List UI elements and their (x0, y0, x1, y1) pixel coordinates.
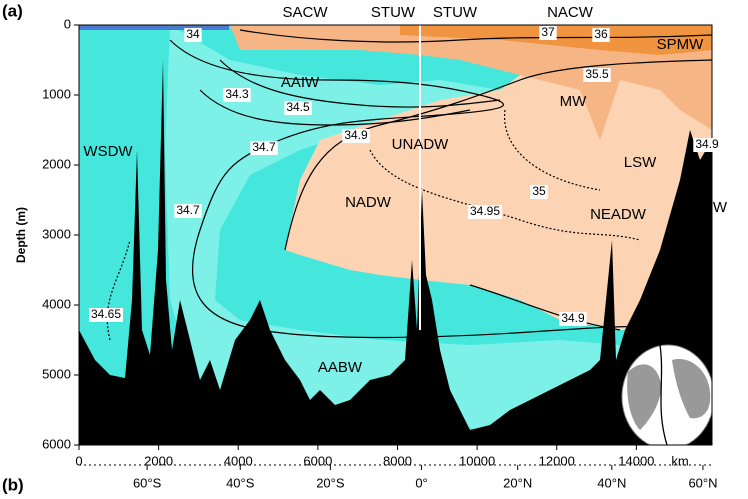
water-mass-label: NACW (547, 4, 594, 21)
x-tick-label: 10000 (459, 453, 495, 468)
contour-label-bg (342, 129, 370, 143)
water-mass-label: STUW (371, 4, 416, 21)
contour-label: 34.95 (470, 204, 500, 218)
lat-tick-label: 40°S (226, 475, 255, 490)
y-tick-label: 6000 (42, 436, 71, 451)
lat-tick-label: 20°N (503, 475, 532, 490)
contour-label: 34.7 (176, 203, 200, 217)
y-tick-label: 4000 (42, 296, 71, 311)
seafloor (79, 60, 712, 445)
peach-water (285, 60, 712, 330)
contour-label: 34.7 (252, 140, 276, 154)
water-mass-label: LSW (624, 154, 657, 171)
x-tick-label: 14000 (618, 453, 654, 468)
y-tick-label: 0 (64, 16, 71, 31)
y-tick-label: 3000 (42, 226, 71, 241)
contour-label: 34.3 (225, 87, 249, 101)
orange-water (230, 25, 712, 140)
contour-label: 37 (541, 25, 555, 39)
x-tick-label: 2000 (144, 453, 173, 468)
contour-label-bg (174, 204, 202, 218)
water-mass-label: NADW (345, 194, 392, 211)
contour-label-bg (250, 141, 278, 155)
water-mass-label: W (713, 199, 728, 216)
contour-label-bg (693, 138, 721, 152)
x-tick-label: 12000 (539, 453, 575, 468)
lat-tick-label: 60°N (688, 475, 717, 490)
y-tick-label: 5000 (42, 366, 71, 381)
x-tick-label: 0 (75, 453, 82, 468)
contour-label-bg (184, 28, 202, 42)
contour-label: 34 (186, 27, 200, 41)
contour-label: 34.9 (695, 137, 719, 151)
contour-label-bg (467, 205, 503, 219)
contour-label: 34.65 (91, 307, 121, 321)
panel-label: (b) (2, 475, 24, 494)
water-mass-label: STUW (433, 4, 478, 21)
light-cyan-water (165, 25, 712, 445)
contour-label: 34.9 (561, 311, 585, 325)
y-tick-label: 2000 (42, 156, 71, 171)
water-mass-label: UNADW (392, 136, 450, 153)
section-fill (79, 25, 712, 445)
lat-tick-label: 60°S (133, 475, 162, 490)
panel-label: (a) (2, 1, 23, 20)
contour-label-bg (88, 308, 124, 322)
contour-label: 36 (594, 27, 608, 41)
water-mass-label: WSDW (83, 143, 133, 160)
contour-label: 34.5 (286, 100, 310, 114)
lat-tick-label: 20°S (316, 475, 345, 490)
x-axis-unit: km (671, 453, 688, 468)
water-mass-label: AAIW (281, 74, 320, 91)
contour-label-bg (223, 88, 251, 102)
x-tick-label: 4000 (224, 453, 253, 468)
x-tick-label: 8000 (383, 453, 412, 468)
inset-globe (621, 344, 712, 445)
contour-lines (106, 29, 712, 341)
x-tick-label: 6000 (303, 453, 332, 468)
contour-label: 35 (532, 184, 546, 198)
contour-label-bg (559, 312, 587, 326)
contour-label: 35.5 (585, 67, 609, 81)
water-mass-label: MW (560, 93, 587, 110)
water-mass-label: NEADW (590, 206, 647, 223)
contour-label: 34.9 (344, 128, 368, 142)
lat-tick-label: 40°N (597, 475, 626, 490)
water-mass-label: AABW (318, 359, 363, 376)
y-tick-label: 1000 (42, 86, 71, 101)
water-mass-label: SPMW (657, 36, 705, 53)
contour-label-bg (284, 101, 312, 115)
lat-tick-label: 0° (415, 475, 427, 490)
contour-label-bg (530, 185, 548, 199)
contour-label-bg (583, 68, 611, 82)
contour-label-bg (539, 26, 557, 40)
contour-label-bg (592, 28, 610, 42)
y-axis-title: Depth (m) (14, 207, 28, 263)
surface-water (79, 25, 229, 30)
water-mass-label: SACW (283, 4, 329, 21)
